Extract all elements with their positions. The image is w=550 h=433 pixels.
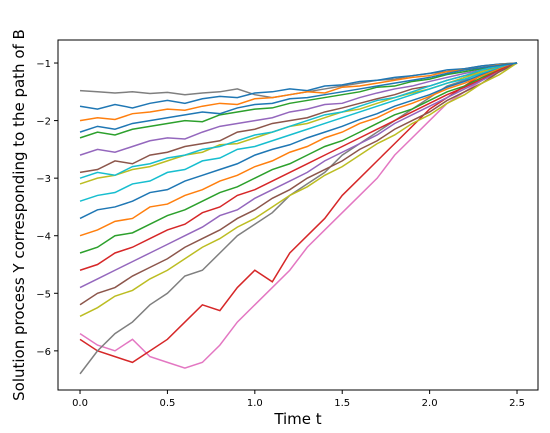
series-line (79, 62, 518, 364)
series-line (79, 62, 518, 139)
x-tick-label: 0.0 (72, 398, 88, 409)
series-line (79, 62, 518, 122)
series-line (79, 62, 518, 202)
series-line (79, 62, 518, 254)
series-line (79, 62, 518, 179)
series-line (79, 62, 518, 369)
series-line (79, 62, 518, 306)
axes-frame (57, 39, 539, 391)
y-tick-label: −4 (36, 232, 51, 243)
y-tick-label: −3 (36, 174, 51, 185)
plot-area (79, 62, 518, 375)
series-line (79, 62, 518, 237)
x-axis-label: Time t (273, 410, 321, 428)
x-tick-label: 1.0 (247, 398, 263, 409)
series-line (79, 62, 518, 289)
x-tick-label: 1.5 (334, 398, 350, 409)
series-line (79, 62, 518, 271)
x-tick-label: 0.5 (159, 398, 175, 409)
y-tick-label: −5 (36, 289, 51, 300)
x-tick-label: 2.5 (509, 398, 525, 409)
series-line (79, 62, 518, 220)
series-line (79, 62, 518, 156)
y-tick-label: −6 (36, 347, 51, 358)
series-line (79, 62, 518, 317)
series-line (79, 62, 518, 110)
series-line (79, 62, 518, 375)
x-tick-label: 2.0 (422, 398, 438, 409)
y-axis-label: Solution process Y corresponding to the … (10, 29, 28, 401)
y-tick-label: −2 (36, 117, 51, 128)
series-line (79, 62, 518, 133)
y-tick-label: −1 (36, 59, 51, 70)
